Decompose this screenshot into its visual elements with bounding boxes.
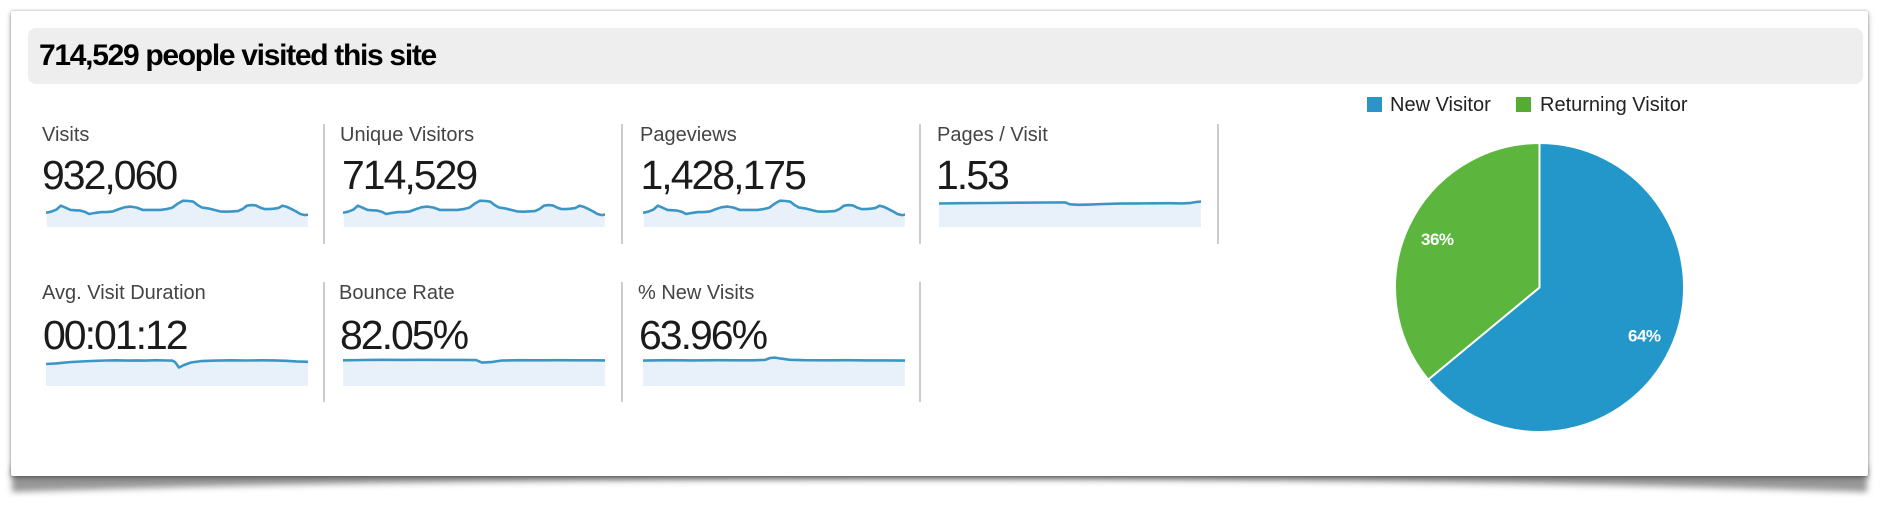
svg-text:64%: 64% [1628,327,1661,346]
svg-text:36%: 36% [1421,230,1454,249]
